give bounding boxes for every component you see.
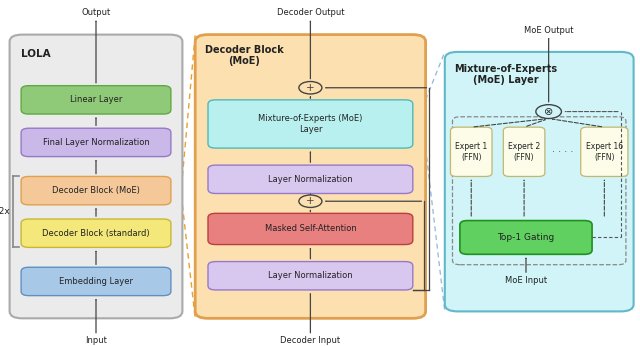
FancyBboxPatch shape: [10, 35, 182, 318]
FancyBboxPatch shape: [208, 100, 413, 148]
FancyBboxPatch shape: [460, 221, 592, 254]
Text: Mixture-of-Experts
(MoE) Layer: Mixture-of-Experts (MoE) Layer: [454, 64, 557, 85]
Text: Decoder Block (standard): Decoder Block (standard): [42, 229, 150, 238]
Text: LOLA: LOLA: [21, 49, 51, 58]
Text: Final Layer Normalization: Final Layer Normalization: [43, 138, 149, 147]
Text: Expert 2
(FFN): Expert 2 (FFN): [508, 142, 540, 162]
Text: Masked Self-Attention: Masked Self-Attention: [264, 225, 356, 234]
Text: Decoder Input: Decoder Input: [280, 336, 340, 345]
Text: Decoder Block (MoE): Decoder Block (MoE): [52, 186, 140, 195]
Text: ⊗: ⊗: [544, 107, 554, 117]
Text: Expert 16
(FFN): Expert 16 (FFN): [586, 142, 623, 162]
Circle shape: [536, 105, 561, 118]
Text: MoE Input: MoE Input: [505, 276, 547, 285]
FancyBboxPatch shape: [208, 165, 413, 193]
Text: Layer Normalization: Layer Normalization: [268, 271, 353, 280]
FancyBboxPatch shape: [208, 262, 413, 290]
FancyBboxPatch shape: [21, 267, 171, 295]
Circle shape: [299, 82, 322, 94]
Text: Output: Output: [81, 8, 111, 17]
FancyBboxPatch shape: [208, 213, 413, 245]
Text: Input: Input: [85, 336, 107, 345]
FancyBboxPatch shape: [195, 35, 426, 318]
FancyBboxPatch shape: [21, 86, 171, 114]
Text: Decoder Output: Decoder Output: [276, 8, 344, 17]
FancyBboxPatch shape: [21, 176, 171, 205]
Text: Embedding Layer: Embedding Layer: [59, 277, 133, 286]
FancyBboxPatch shape: [451, 127, 492, 176]
Text: Linear Layer: Linear Layer: [70, 95, 122, 104]
FancyBboxPatch shape: [21, 219, 171, 247]
Text: Layer Normalization: Layer Normalization: [268, 175, 353, 184]
Text: Expert 1
(FFN): Expert 1 (FFN): [455, 142, 487, 162]
Text: Mixture-of-Experts (MoE)
Layer: Mixture-of-Experts (MoE) Layer: [258, 114, 363, 134]
Text: +: +: [306, 196, 315, 206]
Text: Top-1 Gating: Top-1 Gating: [497, 233, 555, 242]
FancyBboxPatch shape: [21, 128, 171, 157]
Text: · · · ·: · · · ·: [552, 147, 573, 157]
Text: Decoder Block
(MoE): Decoder Block (MoE): [205, 45, 284, 66]
Circle shape: [299, 195, 322, 208]
Text: 12x: 12x: [0, 207, 11, 217]
FancyBboxPatch shape: [503, 127, 545, 176]
Text: MoE Output: MoE Output: [524, 26, 573, 35]
FancyBboxPatch shape: [580, 127, 628, 176]
Text: +: +: [306, 83, 315, 93]
FancyBboxPatch shape: [445, 52, 634, 311]
